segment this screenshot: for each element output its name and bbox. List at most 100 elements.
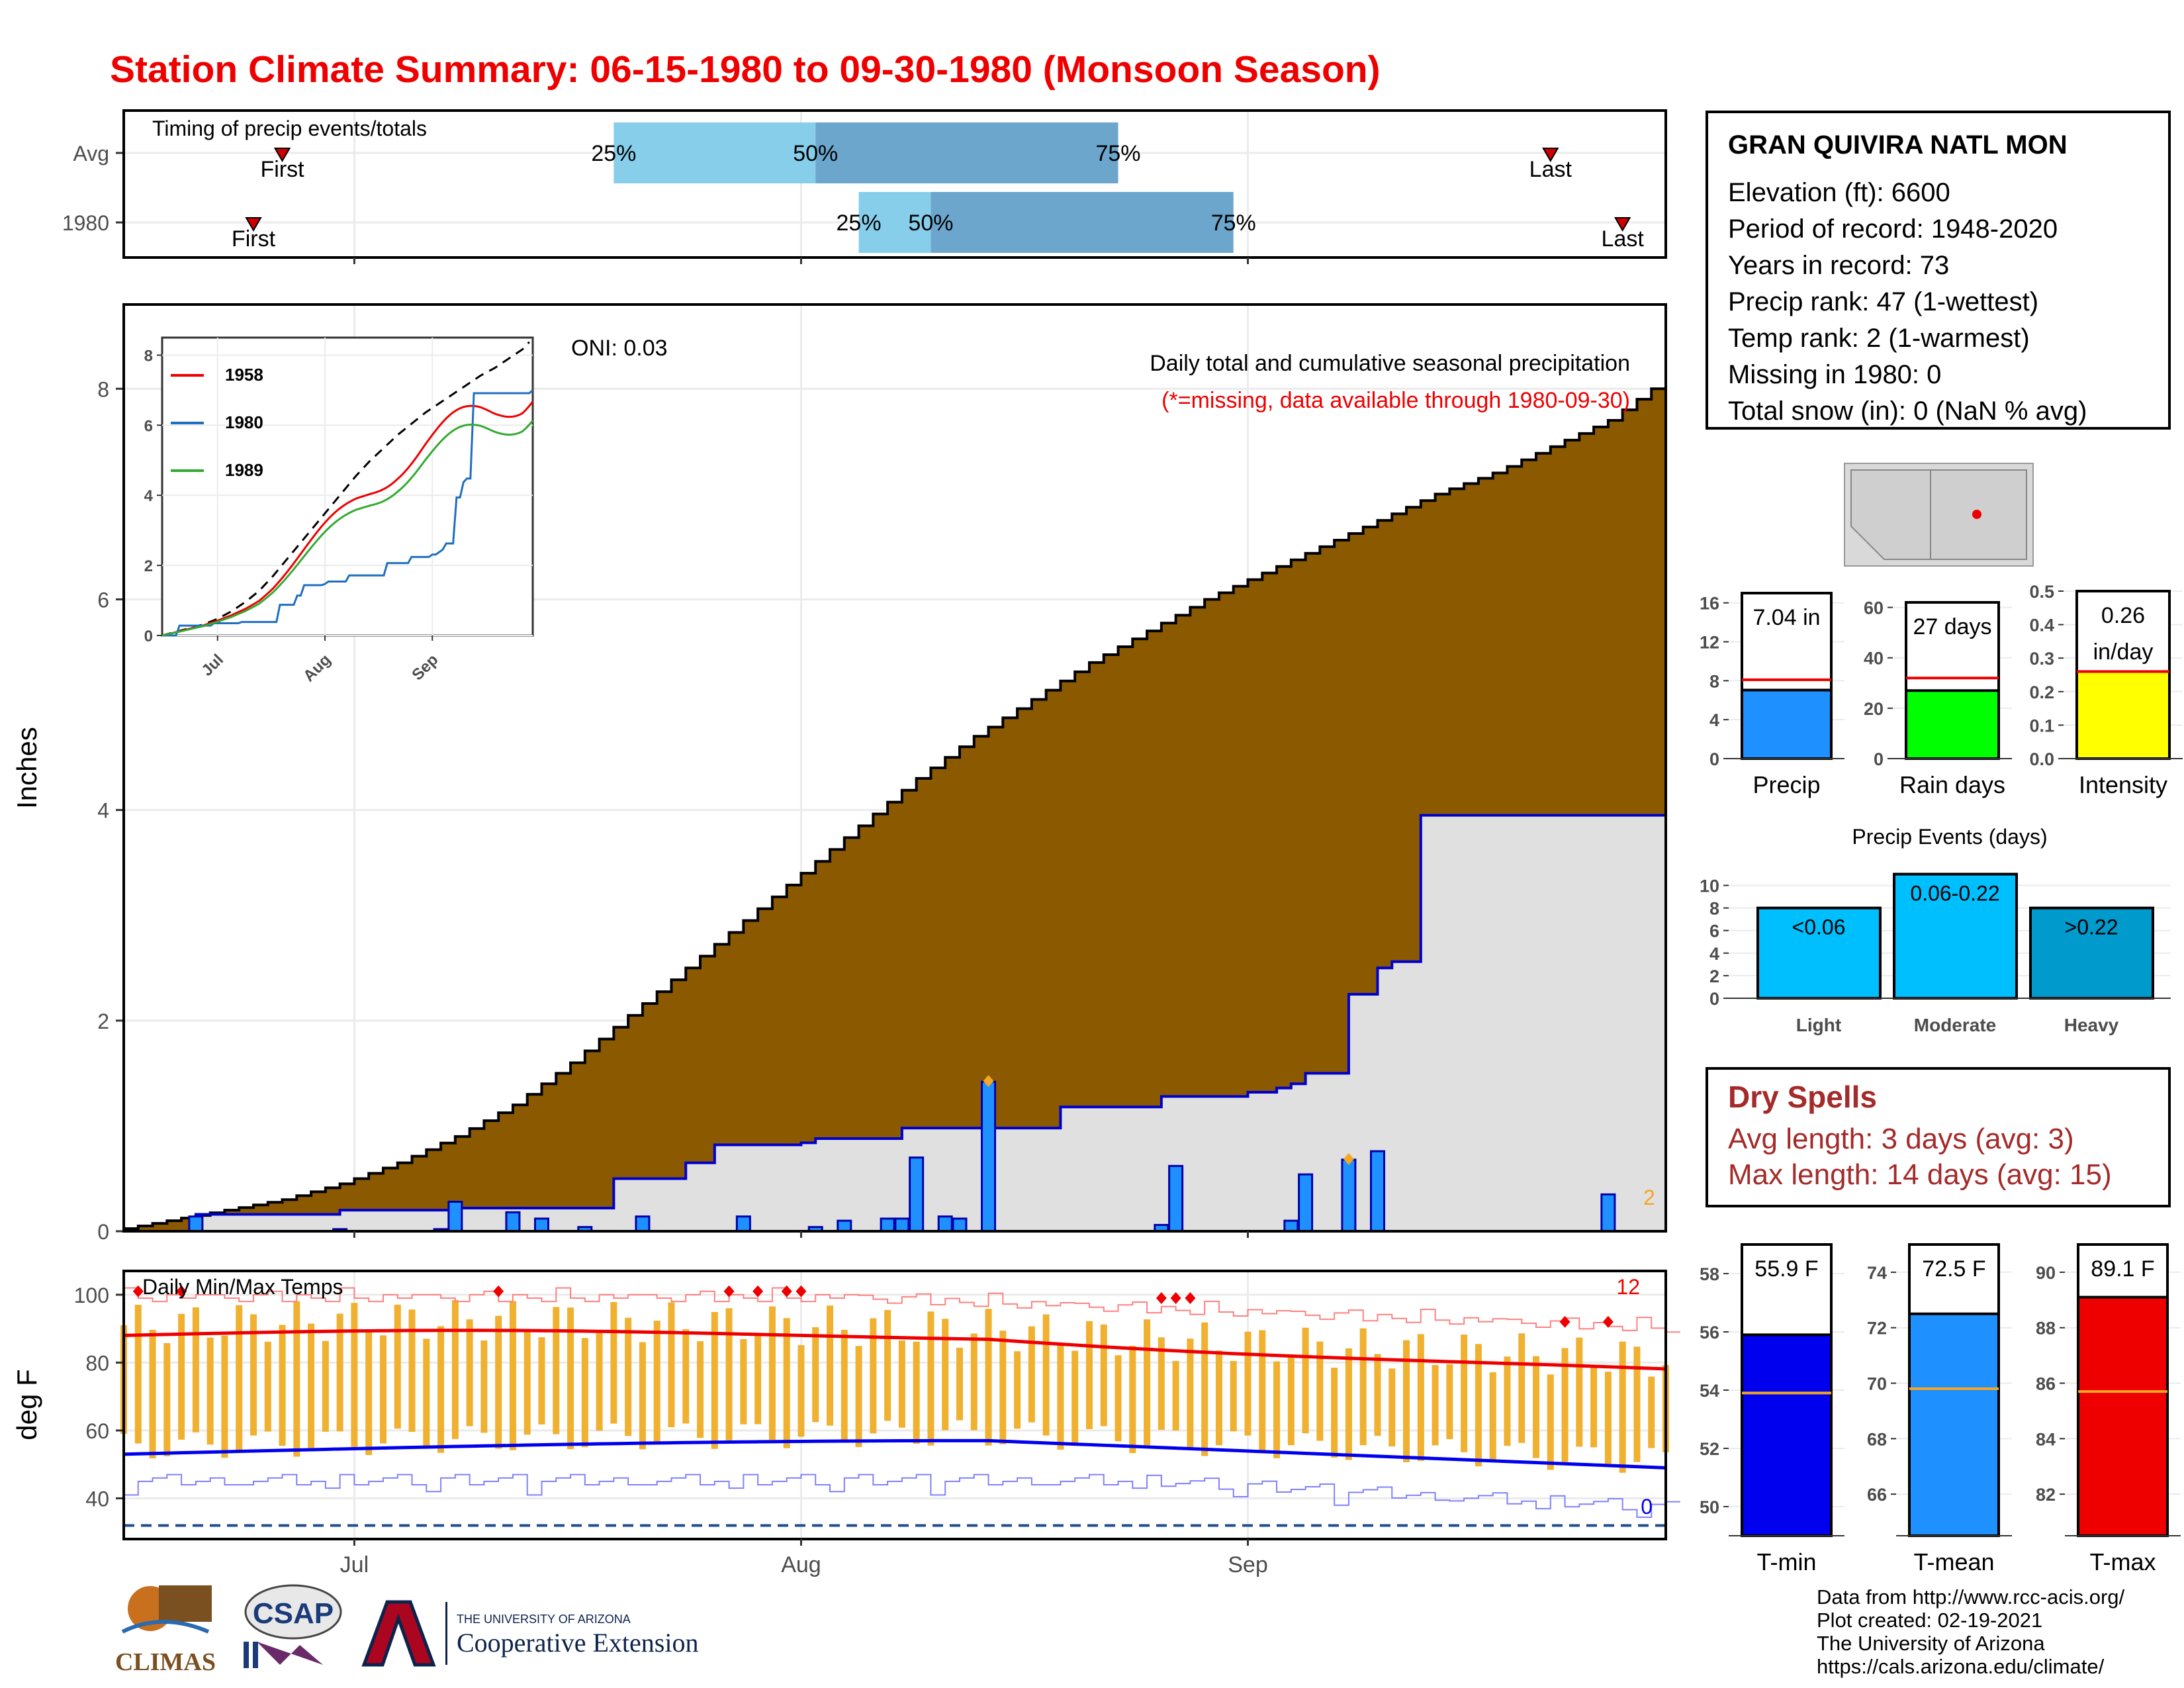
credit-date: Plot created: 02-19-2021 — [1817, 1609, 2043, 1632]
raindays-gauge-value-label: 27 days — [1913, 614, 1991, 639]
map-arizona-shape — [1850, 469, 1931, 560]
daily-temp-range-bar — [754, 1335, 762, 1425]
daily-temp-range-bar — [163, 1342, 171, 1456]
daily-temp-range-bar — [1057, 1344, 1064, 1450]
events-bar-label: 0.06-0.22 — [1910, 882, 1999, 906]
events-category-label: Moderate — [1914, 1015, 1996, 1035]
events-panel-title: Precip Events (days) — [1852, 825, 2047, 849]
daily-temp-range-bar — [985, 1309, 992, 1446]
first-event-marker-icon — [245, 217, 262, 232]
daily-precip-bar — [1283, 1219, 1299, 1233]
daily-temp-range-bar — [1244, 1331, 1251, 1436]
tmin-gauge-value-label: 55.9 F — [1754, 1256, 1818, 1282]
csap-bars-icon — [244, 1642, 249, 1668]
daily-temp-range-bar — [970, 1333, 978, 1430]
daily-temp-range-bar — [783, 1318, 790, 1448]
daily-precip-bar — [981, 1080, 997, 1233]
daily-temp-range-bar — [668, 1302, 675, 1428]
daily-temp-range-bar — [1547, 1374, 1554, 1470]
daily-temp-range-bar — [250, 1314, 257, 1436]
csap-logo: CSAP — [244, 1584, 342, 1668]
daily-temp-range-bar — [408, 1309, 416, 1432]
daily-temp-range-bar — [711, 1311, 718, 1449]
daily-temp-range-bar — [812, 1327, 819, 1423]
gauge-y-tick-label: 90 — [2036, 1263, 2056, 1283]
csap-cloud-icon — [244, 1584, 342, 1640]
daily-temp-range-bar — [1446, 1364, 1453, 1439]
timing-label-50: 50% — [908, 211, 953, 236]
month-x-tick-label: Aug — [781, 1552, 821, 1577]
daily-temp-range-bar — [913, 1341, 920, 1444]
avg-max-temp-line — [123, 1329, 1666, 1371]
events-bar-label: <0.06 — [1792, 915, 1846, 939]
station-missing: Missing in 1980: 0 — [1728, 360, 1942, 389]
daily-temp-range-bar — [1633, 1346, 1641, 1462]
intensity-gauge-value-label: in/day — [2093, 639, 2154, 665]
daily-temp-range-bar — [538, 1337, 545, 1425]
cumulative-1980-line — [124, 810, 1667, 1233]
station-snow: Total snow (in): 0 (NaN % avg) — [1728, 397, 2087, 426]
daily-temp-range-bar — [1331, 1368, 1338, 1458]
record-high-count: 12 — [1616, 1275, 1640, 1299]
daily-temp-range-bar — [1215, 1350, 1222, 1446]
tmin-gauge-value-bar — [1741, 1333, 1833, 1538]
gauge-y-tick-label: 74 — [1867, 1263, 1887, 1283]
events-y-tick-label: 6 — [1709, 921, 1719, 941]
inset-series-line-1989 — [161, 420, 534, 637]
inset-series-line-1958 — [161, 400, 534, 637]
record-high-marker-icon — [176, 1285, 187, 1297]
events-y-tick-label: 8 — [1709, 899, 1719, 919]
raindays-gauge-value-bar — [1905, 689, 2000, 761]
record-high-marker-icon — [1602, 1315, 1614, 1328]
gauge-y-tick-label: 0.5 — [2029, 582, 2054, 602]
daily-temp-range-bar — [1201, 1322, 1208, 1456]
daily-temp-range-bar — [1388, 1368, 1396, 1447]
record-high-line — [124, 1287, 1680, 1333]
daily-temp-range-bar — [206, 1337, 214, 1445]
gauge-y-tick-label: 52 — [1700, 1439, 1719, 1459]
precip-y-tick-label: 4 — [97, 799, 109, 823]
daily-temp-range-bar — [797, 1345, 805, 1437]
record-high-marker-icon — [796, 1285, 807, 1297]
gauge-y-tick-label: 68 — [1867, 1429, 1887, 1449]
climas-wordmark: CLIMAS — [115, 1648, 216, 1676]
daily-temp-range-bar — [423, 1338, 430, 1448]
daily-precip-bar — [188, 1215, 204, 1233]
daily-temp-range-bar — [697, 1341, 704, 1438]
inset-y-tick-label: 8 — [144, 347, 153, 365]
daily-precip-bar — [837, 1219, 852, 1233]
daily-temp-range-bar — [1648, 1376, 1655, 1448]
daily-temp-range-bar — [394, 1304, 401, 1429]
station-info-box: GRAN QUIVIRA NATL MON Elevation (ft): 66… — [1706, 111, 2171, 430]
daily-temp-range-bar — [553, 1307, 560, 1434]
daily-temp-range-bar — [1158, 1337, 1165, 1430]
gauge-y-tick-label: 0.4 — [2029, 616, 2054, 635]
daily-temp-range-bar — [927, 1311, 934, 1446]
temp-y-tick-label: 80 — [85, 1351, 109, 1375]
avg-min-temp-line — [123, 1438, 1666, 1470]
daily-temp-range-bar — [1100, 1324, 1107, 1427]
daily-precip-bar — [1168, 1164, 1184, 1233]
daily-precip-bar — [735, 1215, 751, 1233]
record-high-marker-icon — [752, 1285, 764, 1297]
daily-temp-range-bar — [1302, 1327, 1309, 1434]
events-y-tick-label: 0 — [1709, 989, 1719, 1009]
daily-precip-bar — [447, 1200, 463, 1233]
inset-legend-label: 1989 — [225, 460, 263, 480]
timing-panel-title: Timing of precip events/totals — [152, 117, 427, 140]
timing-label-75: 75% — [1095, 141, 1140, 166]
daily-precip-bar — [505, 1211, 521, 1233]
daily-precip-bar — [635, 1215, 651, 1233]
record-high-marker-icon — [1185, 1292, 1196, 1305]
daily-temp-range-bar — [336, 1313, 343, 1432]
daily-temp-range-bar — [1187, 1338, 1194, 1447]
ua-a-icon — [361, 1600, 436, 1667]
timing-bar-50-75 — [931, 192, 1234, 253]
tmean-gauge-value-label: 72.5 F — [1922, 1256, 1985, 1282]
daily-temp-range-bar — [1576, 1337, 1583, 1447]
credit-university: The University of Arizona — [1817, 1632, 2045, 1655]
csap-wordmark: CSAP — [253, 1597, 334, 1630]
inset-y-tick-label: 6 — [144, 417, 153, 435]
last-event-marker-icon — [1614, 217, 1631, 232]
daily-temp-range-bar — [1518, 1333, 1525, 1443]
